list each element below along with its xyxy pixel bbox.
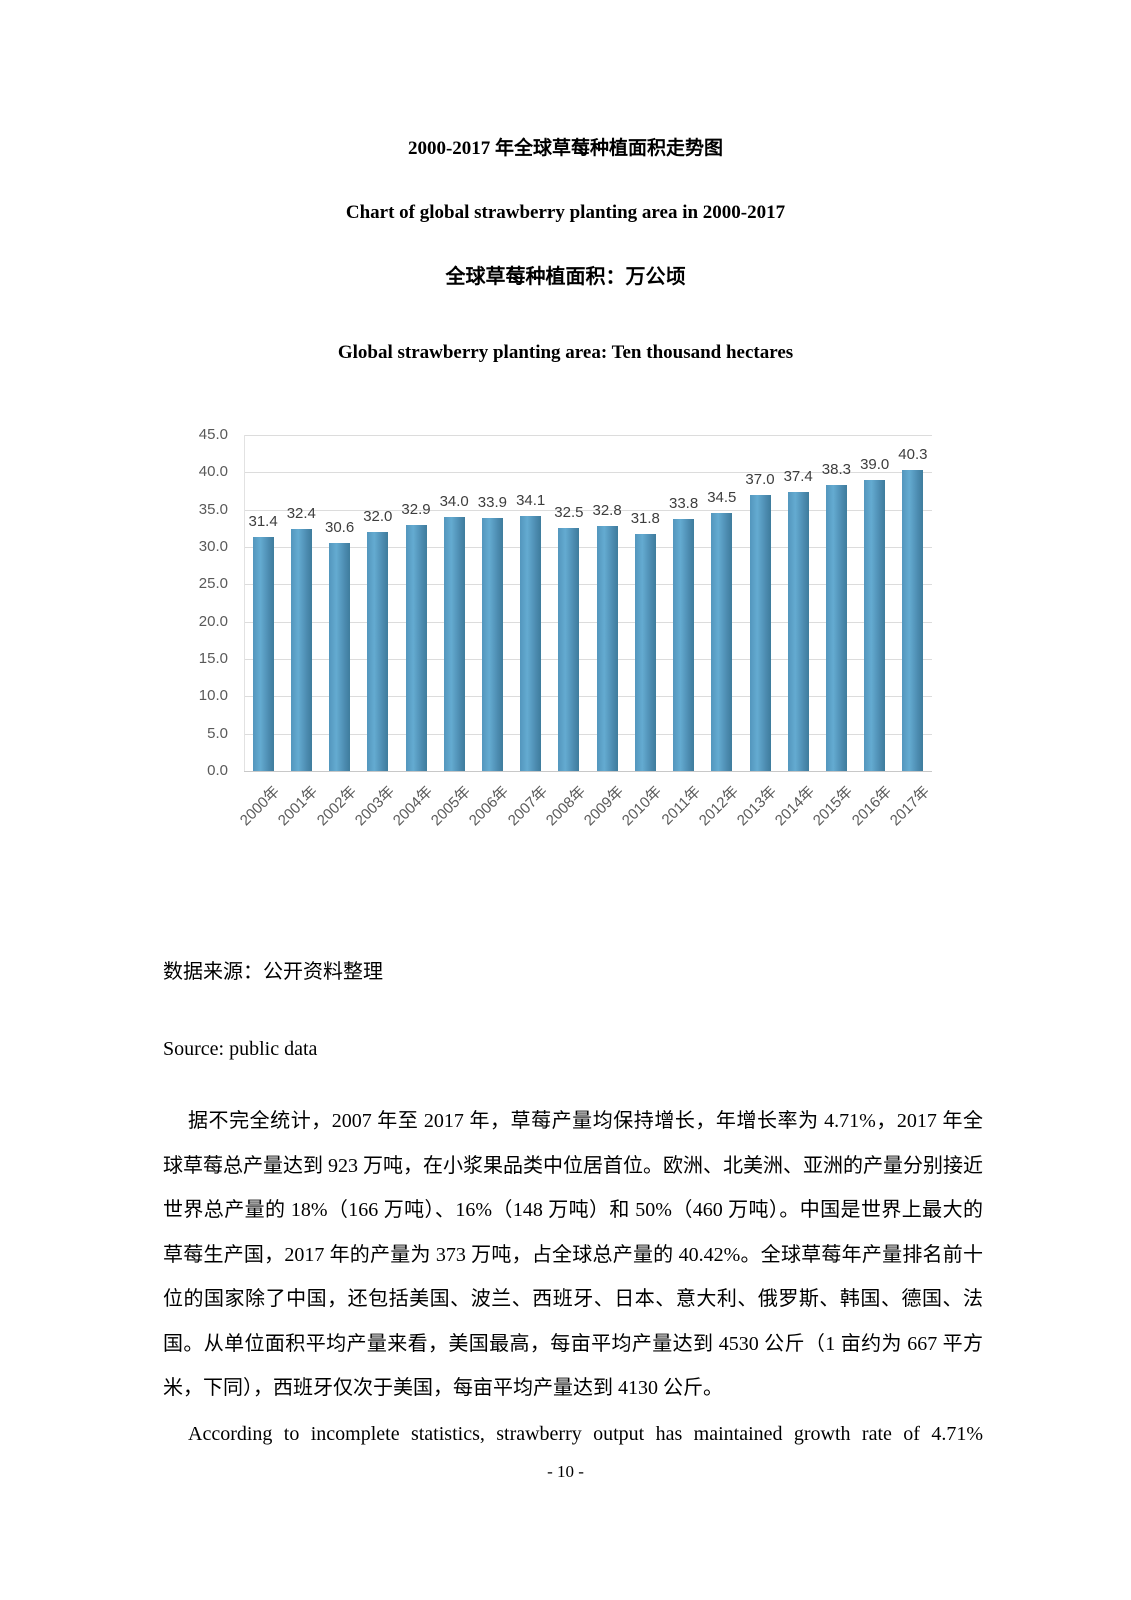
bar-value-label: 37.0 <box>745 470 775 488</box>
data-source-zh: 数据来源：公开资料整理 <box>163 961 383 983</box>
bar <box>558 528 580 771</box>
bar <box>825 485 847 771</box>
bar <box>902 470 924 771</box>
y-axis-tick-label: 20.0 <box>198 612 228 630</box>
y-axis-tick-label: 45.0 <box>198 426 228 443</box>
bar <box>290 529 312 771</box>
y-axis-tick-label: 35.0 <box>198 500 228 518</box>
bar-value-label: 33.8 <box>668 494 699 512</box>
bar <box>329 542 351 771</box>
gridline <box>244 733 932 735</box>
y-axis-tick-label: 30.0 <box>198 538 228 555</box>
bar-value-label: 34.5 <box>707 489 737 507</box>
bar <box>864 479 886 771</box>
bar-value-label: 37.4 <box>783 467 813 485</box>
gridline <box>244 435 932 436</box>
bar <box>634 533 656 771</box>
gridline <box>244 509 932 511</box>
bar <box>711 513 733 771</box>
y-axis-tick-label: 25.0 <box>198 575 228 593</box>
bar-value-label: 39.0 <box>860 455 890 473</box>
y-axis-tick-label: 10.0 <box>198 687 228 705</box>
bar-value-label: 32.8 <box>592 502 622 520</box>
bar <box>367 532 389 771</box>
bar-value-label: 40.3 <box>898 446 928 464</box>
bar <box>405 525 427 771</box>
bar-value-label: 33.9 <box>477 493 507 511</box>
bar-value-label: 31.8 <box>630 509 660 527</box>
bar <box>443 517 465 771</box>
y-axis-tick-label: 5.0 <box>207 724 228 742</box>
bar-value-label: 32.5 <box>554 504 584 522</box>
gridline <box>244 659 932 660</box>
chart-subtitle-zh: 全球草莓种植面积：万公顷 <box>445 266 686 288</box>
page-title-en: Chart of global strawberry planting area… <box>345 202 786 223</box>
bar-value-label: 38.3 <box>821 461 851 478</box>
bar <box>596 526 618 771</box>
y-axis-line <box>244 435 245 771</box>
gridline <box>244 584 932 586</box>
page-title-zh: 2000-2017 年全球草莓种植面积走势图 <box>407 138 724 159</box>
gridline <box>244 696 932 698</box>
gridline <box>244 547 932 548</box>
bar <box>252 536 274 771</box>
bar <box>787 491 809 771</box>
gridline <box>244 472 932 474</box>
bar <box>520 516 542 771</box>
bar-value-label: 32.9 <box>401 501 431 519</box>
body-paragraph-en: According to incomplete statistics, stra… <box>188 1423 983 1445</box>
bar-value-label: 31.4 <box>248 512 278 530</box>
bar-value-label: 34.1 <box>516 492 546 510</box>
data-source-en: Source: public data <box>163 1038 318 1060</box>
y-axis-tick-label: 0.0 <box>207 762 228 779</box>
page-number: - 10 - <box>547 1462 584 1481</box>
body-paragraph-zh: 据不完全统计，2007 年至 2017 年，草莓产量均保持增长，年增长率为 4.… <box>163 1110 983 1399</box>
bar-value-label: 32.4 <box>286 505 316 523</box>
bar-value-label: 34.0 <box>439 493 469 511</box>
chart-subtitle-en: Global strawberry planting area: Ten tho… <box>337 342 794 363</box>
gridline <box>244 621 932 623</box>
gridline <box>244 771 932 772</box>
y-axis-tick-label: 40.0 <box>198 463 228 481</box>
strawberry-area-chart: 45.0 40.0 35.0 30.0 25.0 20.0 15.0 10.0 5.0 0.0 31… <box>180 408 950 848</box>
bar <box>749 494 771 771</box>
bar <box>673 518 695 771</box>
bar-value-label: 30.6 <box>324 518 355 536</box>
bar-value-label: 32.0 <box>363 508 393 526</box>
bar <box>481 517 503 771</box>
y-axis-tick-label: 15.0 <box>198 650 228 667</box>
